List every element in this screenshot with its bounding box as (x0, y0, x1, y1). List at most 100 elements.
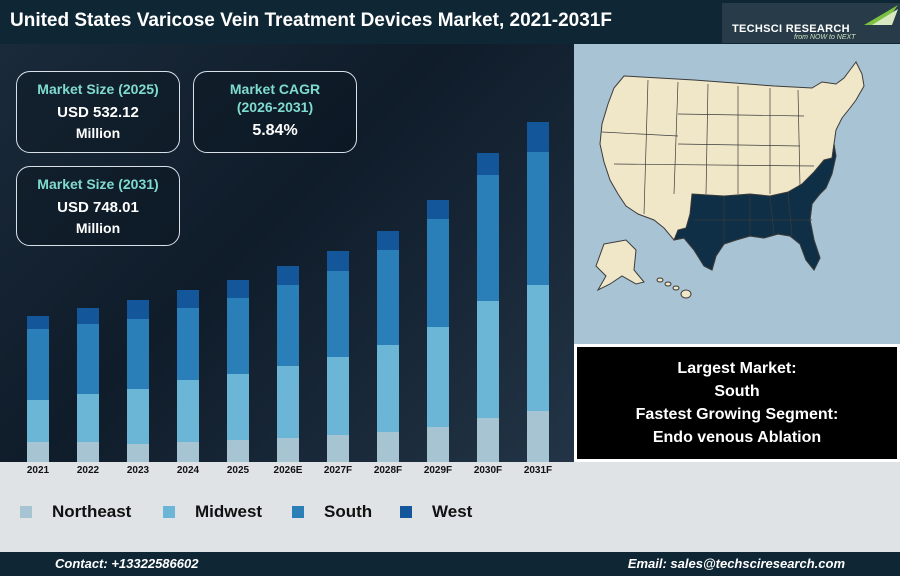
bar-west-2024 (177, 290, 199, 308)
info-box: Largest Market: South Fastest Growing Se… (574, 344, 900, 462)
bar-south-2024 (177, 308, 199, 380)
largest-market-label: Largest Market: (677, 360, 797, 377)
x-tick-label: 2024 (177, 465, 200, 475)
header-bar: United States Varicose Vein Treatment De… (0, 0, 900, 44)
info-box-content: Largest Market: South Fastest Growing Se… (577, 347, 897, 459)
legend-swatch-midwest (163, 506, 175, 518)
market-size-2031-unit: Million (75, 220, 121, 236)
contact-phone: Contact: +13322586602 (55, 556, 199, 571)
bar-northeast-2024 (177, 442, 199, 462)
bar-northeast-2021 (27, 442, 49, 462)
market-cagr-label: Market CAGR (229, 81, 321, 97)
bar-west-2028f (377, 231, 399, 250)
alaska (595, 239, 645, 292)
bar-south-2027f (327, 271, 349, 357)
bar-south-2031f (527, 152, 549, 285)
bar-midwest-2023 (127, 389, 149, 444)
bar-midwest-2027f (327, 357, 349, 435)
bar-west-2029f (427, 200, 449, 219)
bar-northeast-2029f (427, 427, 449, 462)
chart-panel: Market Size (2025) USD 532.12 Million Ma… (0, 44, 574, 462)
market-cagr-value: 5.84% (252, 122, 298, 139)
bar-northeast-2023 (127, 444, 149, 462)
x-tick-label: 2023 (127, 465, 150, 475)
bar-midwest-2028f (377, 345, 399, 432)
state-borders (601, 79, 815, 244)
x-axis-labels: 2021 2022 2023 2024 2025 2026E 2027F 2028F 2029F… (27, 465, 552, 476)
bar-northeast-2030f (477, 418, 499, 462)
bar-south-2026e (277, 285, 299, 366)
logo-tagline: from NOW to NEXT (794, 34, 856, 41)
bar-midwest-2025 (227, 374, 249, 440)
bar-west-2021 (27, 316, 49, 329)
bar-south-2030f (477, 175, 499, 301)
bar-midwest-2024 (177, 380, 199, 442)
market-size-2025-unit: Million (75, 125, 121, 141)
us-map-panel (574, 44, 900, 344)
bar-south-2022 (77, 324, 99, 394)
x-tick-label: 2029F (424, 465, 452, 475)
bar-midwest-2029f (427, 327, 449, 427)
market-size-2025-card: Market Size (2025) USD 532.12 Million (16, 71, 180, 153)
legend-label-south: South (324, 502, 373, 521)
bar-west-2027f (327, 251, 349, 271)
bar-midwest-2030f (477, 301, 499, 418)
legend-label-west: West (432, 502, 473, 521)
legend-swatch-south (292, 506, 304, 518)
bar-midwest-2031f (527, 285, 549, 411)
contact-email: Email: sales@techsciresearch.com (627, 556, 845, 571)
bar-west-2031f (527, 122, 549, 152)
techsci-logo: TECHSCI RESEARCH from NOW to NEXT (722, 3, 900, 43)
legend-label-midwest: Midwest (195, 502, 263, 521)
legend-swatch-west (400, 506, 412, 518)
x-tick-label: 2028F (374, 465, 402, 475)
hawaii (656, 277, 692, 299)
x-axis: 2021 2022 2023 2024 2025 2026E 2027F 2028F 2029F… (0, 462, 574, 476)
x-tick-label: 2026E (274, 465, 303, 475)
bar-west-2023 (127, 300, 149, 319)
bar-south-2023 (127, 319, 149, 389)
footer-bar: Contact: +13322586602 Email: sales@techs… (0, 552, 900, 576)
x-tick-label: 2022 (77, 465, 100, 475)
x-tick-label: 2025 (227, 465, 250, 475)
bar-south-2028f (377, 250, 399, 345)
us-map (595, 61, 865, 299)
market-size-2025-label: Market Size (2025) (37, 81, 159, 97)
legend-label-northeast: Northeast (52, 502, 132, 521)
bar-south-2025 (227, 298, 249, 374)
bar-west-2022 (77, 308, 99, 324)
south-region (673, 143, 837, 271)
x-tick-label: 2027F (324, 465, 352, 475)
x-tick-label: 2031F (524, 465, 552, 475)
page-title: United States Varicose Vein Treatment De… (10, 10, 612, 31)
market-cagr-card: Market CAGR (2026-2031) 5.84% (193, 71, 357, 153)
bar-northeast-2025 (227, 440, 249, 462)
bar-south-2021 (27, 329, 49, 400)
x-tick-label: 2021 (27, 465, 50, 475)
x-tick-label: 2030F (474, 465, 502, 475)
logo-name: TECHSCI RESEARCH (732, 23, 850, 35)
market-size-2025-value: USD 532.12 (57, 104, 139, 121)
bar-south-2029f (427, 219, 449, 327)
market-size-2031-label: Market Size (2031) (37, 176, 159, 192)
chart-legend: Northeast Midwest South West (0, 490, 900, 530)
largest-market-value: South (714, 383, 760, 400)
bar-west-2030f (477, 153, 499, 175)
legend-swatch-northeast (20, 506, 32, 518)
bar-midwest-2026e (277, 366, 299, 438)
stacked-bar-chart (27, 122, 549, 462)
bar-northeast-2026e (277, 438, 299, 462)
market-cagr-period: (2026-2031) (236, 99, 314, 115)
market-size-2031-card: Market Size (2031) USD 748.01 Million (16, 166, 180, 246)
fastest-segment-value: Endo venous Ablation (652, 429, 822, 446)
bar-midwest-2021 (27, 400, 49, 442)
market-size-2031-value: USD 748.01 (57, 199, 139, 216)
bar-midwest-2022 (77, 394, 99, 442)
bar-west-2025 (227, 280, 249, 298)
fastest-segment-label: Fastest Growing Segment: (635, 406, 839, 423)
logo-mark-icon (864, 5, 898, 25)
bar-northeast-2022 (77, 442, 99, 462)
bar-northeast-2028f (377, 432, 399, 462)
bar-northeast-2027f (327, 435, 349, 462)
